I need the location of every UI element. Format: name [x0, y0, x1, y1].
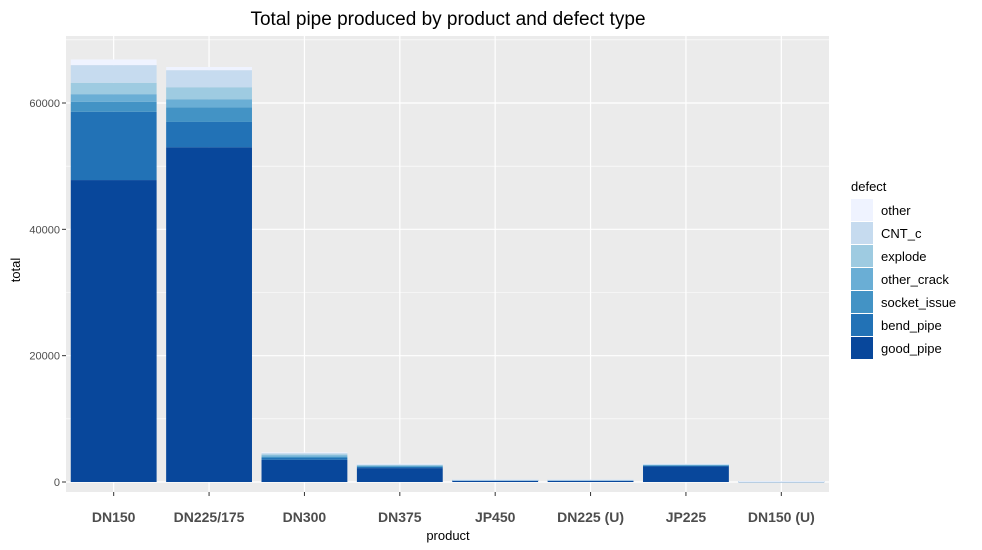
bar-segment-socket_issue [70, 101, 157, 112]
bar-segment-explode [166, 87, 252, 100]
bar-segment-good_pipe [70, 180, 157, 482]
y-tick-label: 0 [54, 477, 60, 489]
x-tick-label: DN300 [283, 509, 327, 525]
bar-segment-good_pipe [356, 468, 443, 482]
bar-segment-other [643, 463, 729, 465]
y-axis: 0 20000 40000 60000 [29, 98, 66, 489]
chart-title: Total pipe produced by product and defec… [250, 9, 645, 30]
legend-label-other: other [881, 203, 911, 218]
bar-segment-other [70, 59, 157, 66]
bar-segment-socket_issue [166, 107, 252, 122]
y-tick-label: 60000 [29, 98, 60, 110]
bar-segment-other [356, 463, 443, 465]
bars [70, 59, 825, 483]
bar-segment-good_pipe [547, 480, 634, 482]
bar-segment-socket_issue [356, 466, 443, 468]
legend-key-bend_pipe [851, 314, 873, 336]
legend-label-socket_issue: socket_issue [881, 295, 956, 310]
bar-segment-explode [643, 464, 729, 466]
bar-segment-CNT_c [261, 452, 348, 455]
bar-segment-other [166, 66, 252, 71]
y-tick-label: 20000 [29, 351, 60, 363]
y-tick-label: 40000 [29, 224, 60, 236]
bar-segment-other_crack [261, 455, 348, 457]
legend-title: defect [851, 179, 887, 194]
bar-segment-other [547, 479, 634, 481]
legend-label-other_crack: other_crack [881, 272, 949, 287]
legend-key-good_pipe [851, 337, 873, 359]
bar-segment-bend_pipe [643, 465, 729, 467]
x-tick-label: JP225 [666, 509, 707, 525]
bar-segment-explode [356, 464, 443, 466]
bar-segment-other_crack [356, 465, 443, 467]
x-tick-label: DN150 [92, 509, 136, 525]
bar-segment-socket_issue [261, 456, 348, 458]
legend-key-other_crack [851, 268, 873, 290]
bar-segment-bend_pipe [166, 121, 252, 148]
bar-segment-good_pipe [166, 147, 252, 482]
bar-segment-explode [70, 82, 157, 95]
y-axis-label: total [8, 258, 23, 283]
legend-key-CNT_c [851, 222, 873, 244]
bar-segment-good_pipe [643, 466, 729, 482]
bar-segment-bend_pipe [70, 111, 157, 181]
legend-key-other [851, 199, 873, 221]
bar-segment-good_pipe [452, 480, 539, 482]
bar-segment-CNT_c [70, 65, 157, 83]
bar-segment-CNT_c [166, 70, 252, 88]
legend-label-good_pipe: good_pipe [881, 341, 942, 356]
bar-segment-bend_pipe [356, 466, 443, 469]
x-tick-label: JP450 [475, 509, 516, 525]
x-axis: DN150 DN225/175 DN300 DN375 JP450 DN225 (U) JP… [92, 492, 815, 525]
x-axis-label: product [426, 528, 470, 543]
bar-segment-bend_pipe [261, 457, 348, 460]
bar-segment-other_crack [70, 94, 157, 102]
x-tick-label: DN225 (U) [557, 509, 624, 525]
x-tick-label: DN375 [378, 509, 422, 525]
legend-label-bend_pipe: bend_pipe [881, 318, 942, 333]
legend-key-explode [851, 245, 873, 267]
legend-label-explode: explode [881, 249, 927, 264]
x-tick-label: DN225/175 [174, 509, 245, 525]
legend-key-socket_issue [851, 291, 873, 313]
bar-segment-good_pipe [261, 459, 348, 482]
bar-segment-explode [261, 454, 348, 456]
bar-segment-other [738, 481, 825, 482]
legend-label-CNT_c: CNT_c [881, 226, 922, 241]
bar-segment-other [452, 479, 539, 481]
bar-segment-other [261, 452, 348, 454]
bar-segment-other_crack [166, 99, 252, 108]
x-tick-label: DN150 (U) [748, 509, 815, 525]
